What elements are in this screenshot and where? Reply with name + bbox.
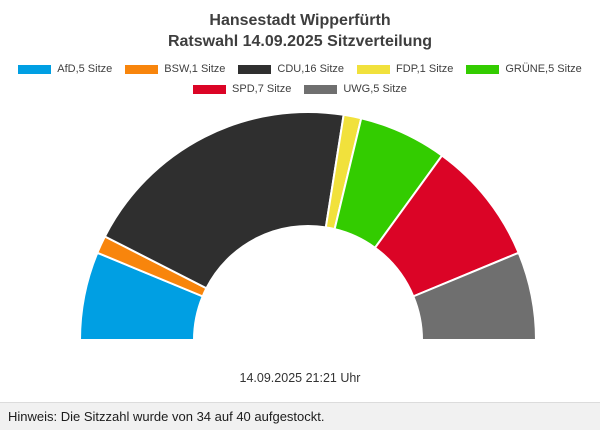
legend-swatch-icon bbox=[357, 64, 391, 74]
legend-swatch-icon bbox=[125, 64, 159, 74]
legend-swatch-icon bbox=[466, 64, 500, 74]
legend-label: CDU,16 Sitze bbox=[277, 63, 345, 75]
donut-segment-cdu bbox=[103, 111, 345, 290]
legend: AfD,5 Sitze BSW,1 Sitze CDU,16 Sitze FDP,1 … bbox=[0, 63, 600, 95]
legend-swatch-icon bbox=[304, 84, 338, 94]
legend-row: AfD,5 Sitze BSW,1 Sitze CDU,16 Sitze FDP,1 … bbox=[18, 63, 582, 75]
chart-title-line1: Hansestadt Wipperfürth bbox=[209, 12, 391, 29]
legend-item-bsw: BSW,1 Sitze bbox=[125, 63, 225, 75]
legend-item-cdu: CDU,16 Sitze bbox=[238, 63, 344, 75]
legend-label: GRÜNE,5 Sitze bbox=[505, 63, 582, 75]
legend-row: SPD,7 Sitze UWG,5 Sitze bbox=[193, 83, 407, 95]
chart-title: Hansestadt Wipperfürth Ratswahl 14.09.20… bbox=[0, 10, 600, 52]
legend-label: BSW,1 Sitze bbox=[164, 63, 226, 75]
timestamp: 14.09.2025 21:21 Uhr bbox=[239, 371, 361, 385]
chart-title-line2: Ratswahl 14.09.2025 Sitzverteilung bbox=[167, 33, 433, 50]
legend-label: FDP,1 Sitze bbox=[396, 63, 454, 75]
legend-label: UWG,5 Sitze bbox=[343, 83, 407, 95]
legend-label: SPD,7 Sitze bbox=[232, 83, 292, 95]
legend-swatch-icon bbox=[238, 64, 272, 74]
legend-swatch-icon bbox=[18, 64, 52, 74]
donut-segment-uwg bbox=[412, 251, 538, 341]
legend-item-fdp: FDP,1 Sitze bbox=[357, 63, 453, 75]
seat-donut-chart bbox=[78, 111, 538, 341]
legend-item-afd: AfD,5 Sitze bbox=[18, 63, 112, 75]
legend-item-spd: SPD,7 Sitze bbox=[193, 83, 291, 95]
legend-item-gruene: GRÜNE,5 Sitze bbox=[466, 63, 582, 75]
legend-item-uwg: UWG,5 Sitze bbox=[304, 83, 407, 95]
footer-note-text: Hinweis: Die Sitzzahl wurde von 34 auf 4… bbox=[8, 409, 325, 424]
legend-swatch-icon bbox=[193, 84, 227, 94]
footer-note-bar: Hinweis: Die Sitzzahl wurde von 34 auf 4… bbox=[0, 402, 600, 430]
legend-label: AfD,5 Sitze bbox=[57, 63, 113, 75]
